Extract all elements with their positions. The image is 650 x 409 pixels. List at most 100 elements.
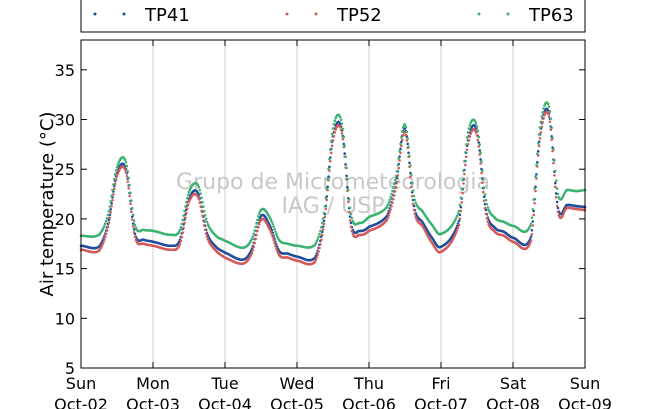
data-point: [178, 228, 182, 232]
data-point: [329, 159, 332, 163]
data-point: [330, 132, 334, 136]
data-point: [475, 134, 479, 137]
data-point: [546, 112, 550, 115]
data-point: [548, 120, 552, 124]
data-point: [183, 209, 186, 213]
data-point: [325, 187, 329, 191]
data-point: [344, 155, 347, 159]
data-point: [476, 138, 480, 142]
data-point: [350, 229, 354, 233]
data-point: [115, 165, 119, 169]
data-point: [132, 228, 136, 231]
data-point: [346, 185, 349, 189]
data-point: [113, 173, 117, 176]
data-point: [126, 170, 130, 173]
data-point: [206, 237, 210, 241]
data-point: [392, 182, 396, 186]
data-point: [344, 163, 347, 166]
data-point: [395, 169, 399, 173]
data-point: [203, 214, 207, 217]
data-point: [186, 203, 190, 207]
data-point: [268, 228, 272, 232]
data-point: [394, 185, 398, 189]
plot-frame: [80, 39, 586, 369]
data-point: [125, 164, 129, 168]
data-point: [555, 204, 559, 208]
data-point: [272, 238, 275, 242]
data-point: [479, 151, 482, 155]
data-point: [477, 135, 481, 139]
data-point: [388, 211, 392, 214]
data-point: [330, 144, 334, 148]
data-point: [271, 222, 275, 226]
data-point: [562, 212, 565, 216]
data-point: [107, 221, 111, 224]
data-point: [253, 241, 256, 245]
data-point: [397, 166, 401, 170]
data-point: [272, 225, 275, 228]
data-point: [199, 205, 202, 208]
data-point: [180, 235, 184, 239]
data-point: [326, 177, 329, 181]
data-point: [347, 210, 351, 214]
data-point: [483, 202, 487, 206]
data-point: [275, 247, 278, 250]
data-point: [536, 161, 539, 164]
data-point: [388, 198, 392, 202]
data-point: [554, 185, 557, 189]
data-point: [484, 198, 488, 202]
x-tick-label-day: Tue: [210, 374, 238, 393]
data-point: [101, 242, 104, 246]
data-point: [320, 238, 323, 242]
data-point: [387, 213, 391, 217]
data-point: [269, 230, 273, 234]
data-point: [528, 241, 532, 245]
data-point: [527, 243, 531, 247]
data-point: [406, 137, 410, 140]
data-point: [404, 125, 408, 129]
y-axis-label: Air temperature (°C): [37, 112, 58, 297]
series-tp63: [79, 101, 587, 250]
data-point: [103, 224, 106, 228]
data-point: [474, 131, 478, 134]
data-point: [541, 110, 544, 114]
data-point: [473, 129, 477, 132]
data-point: [201, 200, 204, 204]
data-point: [179, 225, 183, 229]
data-point: [251, 235, 255, 238]
data-point: [534, 189, 537, 193]
data-point: [324, 196, 328, 200]
data-point: [348, 215, 352, 218]
data-point: [202, 205, 205, 209]
watermark-line-1: Grupo de Micrometeorologia: [176, 170, 490, 195]
data-point: [186, 193, 190, 197]
data-point: [124, 160, 128, 164]
legend-entry-tp41: TP41: [93, 5, 190, 26]
x-tick-label-date: Oct-03: [126, 395, 180, 409]
data-point: [397, 157, 401, 160]
data-point: [546, 102, 550, 106]
data-point: [318, 232, 321, 236]
data-point: [401, 133, 405, 137]
data-point: [329, 139, 333, 143]
data-point: [390, 192, 393, 196]
data-point: [542, 107, 545, 110]
data-point: [538, 137, 542, 140]
data-point: [410, 182, 414, 185]
y-tick-label: 15: [55, 260, 75, 279]
watermark: Grupo de Micrometeorologia IAG / USP: [176, 170, 490, 219]
data-point: [321, 217, 325, 220]
legend: TP41 TP52 TP63: [80, 0, 586, 33]
data-point: [403, 123, 407, 126]
data-point: [109, 207, 112, 211]
data-point: [391, 189, 394, 193]
data-point: [463, 159, 466, 163]
data-point: [113, 187, 116, 191]
series-tp41: [79, 107, 587, 262]
data-point: [386, 203, 390, 207]
data-point: [461, 191, 464, 195]
data-point: [410, 173, 413, 177]
data-point: [185, 207, 189, 210]
data-point: [270, 232, 274, 236]
x-tick-label-day: Sat: [500, 374, 526, 393]
